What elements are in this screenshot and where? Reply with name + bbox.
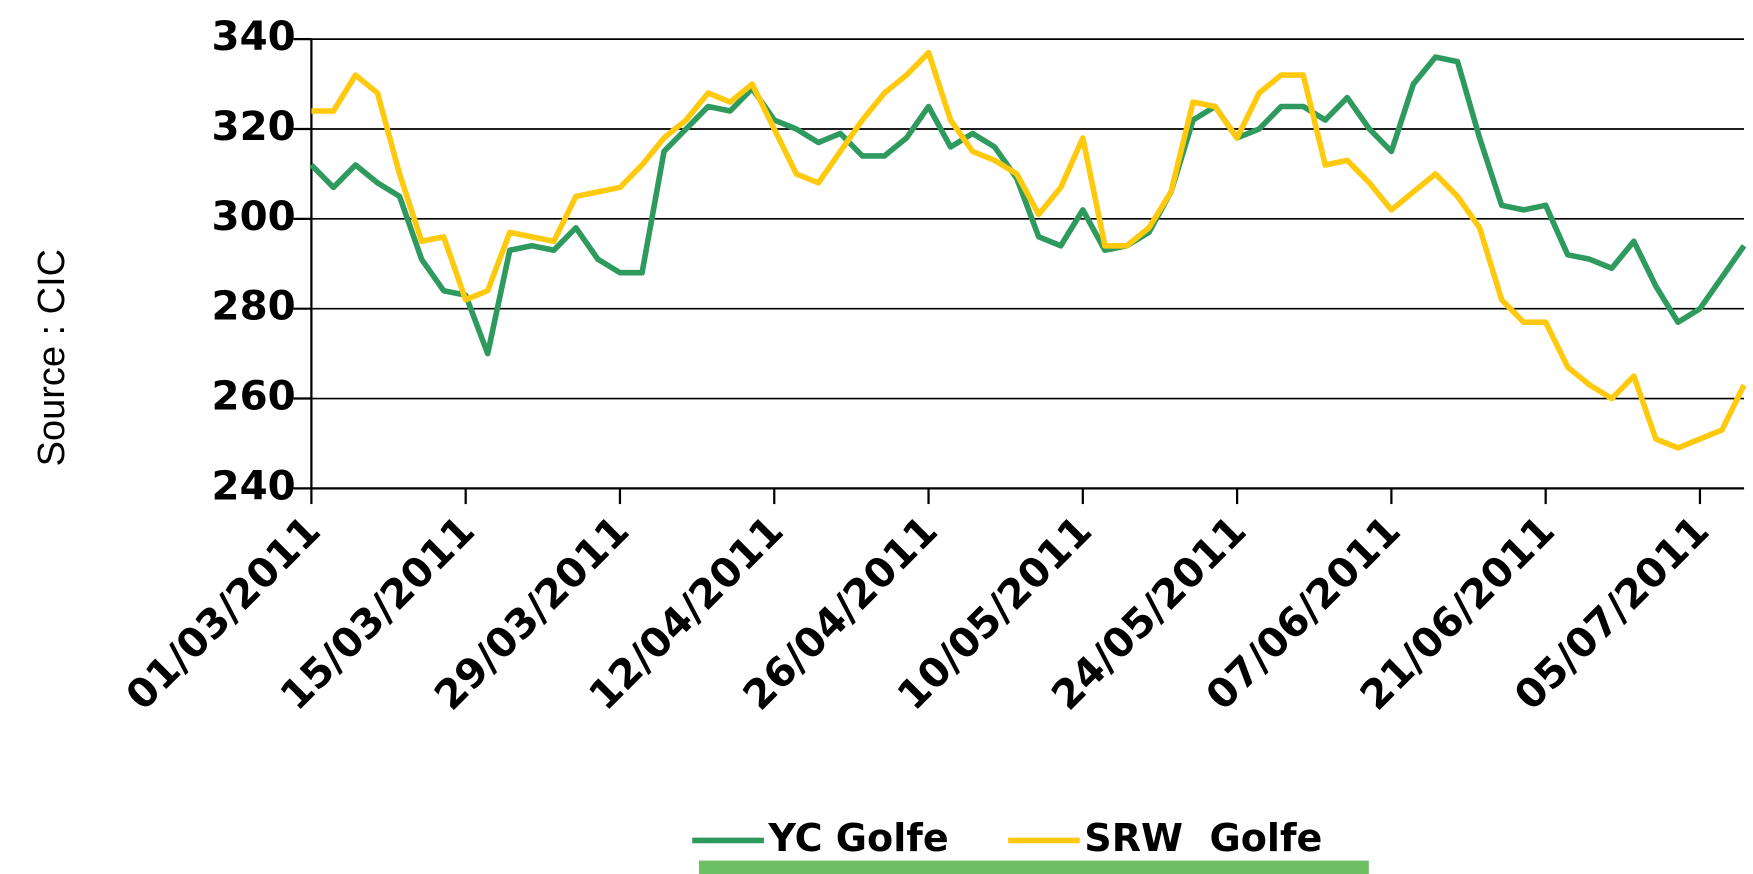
decor-bar: [698, 860, 1369, 874]
legend-label: YC Golfe: [767, 816, 948, 860]
legend-label: SRW Golfe: [1084, 816, 1322, 860]
y-tick-label: 300: [212, 194, 296, 240]
series-line: [311, 49, 1747, 451]
y-tick-label: 240: [212, 463, 296, 509]
y-tick-label: 260: [212, 374, 296, 420]
y-tick-label: 320: [212, 104, 296, 150]
y-tick-label: 340: [212, 14, 296, 60]
y-tick-label: 280: [212, 284, 296, 330]
series-line: [309, 54, 1747, 357]
y-axis-label: Source : CIC: [31, 249, 73, 466]
